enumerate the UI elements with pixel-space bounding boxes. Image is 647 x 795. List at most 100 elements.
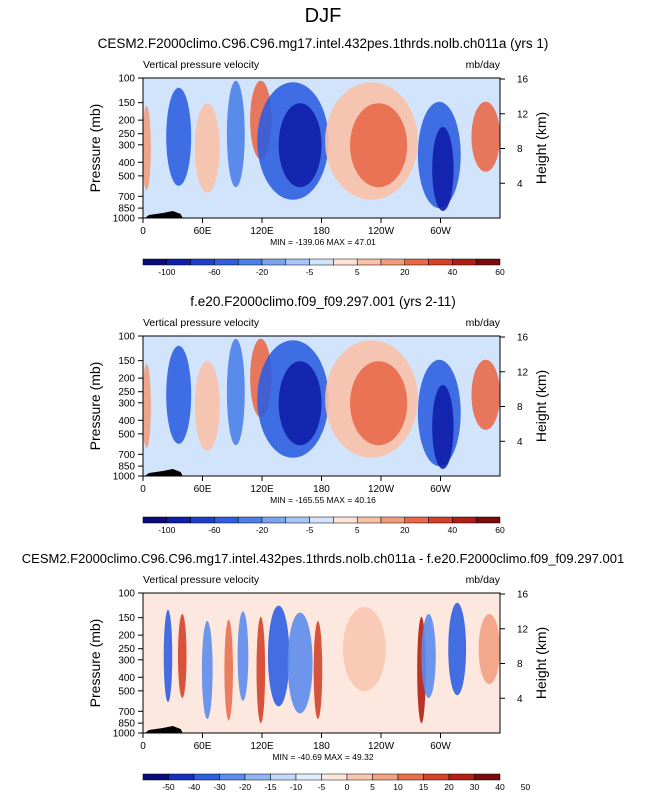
colorbar-segment: [397, 773, 424, 781]
y-tick-label: 850: [118, 204, 135, 215]
heatmap-cell: [350, 361, 408, 446]
panel-left-label: Vertical pressure velocity: [143, 574, 260, 586]
x-tick-label: 120E: [250, 484, 274, 495]
y-right-tick-label: 16: [517, 75, 529, 86]
colorbar-label: 15: [419, 782, 429, 792]
colorbar-segment: [190, 258, 215, 266]
y-tick-label: 250: [118, 644, 135, 655]
heatmap-cell: [432, 385, 454, 469]
panel-title: CESM2.F2000climo.C96.C96.mg17.intel.432p…: [98, 36, 549, 51]
colorbar-segment: [214, 516, 239, 524]
y-right-tick-label: 8: [517, 659, 523, 670]
y-tick-label: 1000: [113, 214, 136, 225]
colorbar-label: 10: [393, 782, 403, 792]
y-tick-label: 850: [118, 719, 135, 730]
x-tick-label: 180: [313, 226, 330, 237]
heatmap-cell: [143, 364, 151, 448]
panel-3: CESM2.F2000climo.C96.C96.mg17.intel.432p…: [22, 551, 624, 792]
colorbar-segment: [474, 773, 501, 781]
y-tick-label: 150: [118, 98, 135, 109]
min-max-label: MIN = -139.06 MAX = 47.01: [270, 237, 376, 247]
y-tick-label: 150: [118, 613, 135, 624]
colorbar-segment: [356, 258, 382, 266]
x-tick-label: 60E: [194, 484, 212, 495]
heatmap-cell: [194, 361, 220, 451]
y-tick-label: 100: [118, 589, 135, 600]
heatmap-cell: [166, 87, 192, 186]
colorbar-segment: [404, 516, 429, 524]
colorbar-label: -10: [290, 782, 303, 792]
colorbar-label: -5: [318, 782, 326, 792]
heatmap-cell: [432, 127, 454, 211]
heatmap-cell: [177, 614, 187, 698]
colorbar-segment: [270, 773, 297, 781]
heatmap-cell: [237, 611, 249, 701]
y-tick-label: 500: [118, 429, 135, 440]
y-right-axis-label: Height (km): [533, 370, 549, 442]
colorbar-segment: [452, 516, 477, 524]
colorbar-label: 60: [495, 525, 505, 535]
heatmap-cell: [287, 612, 313, 714]
y-tick-label: 200: [118, 116, 135, 127]
y-right-tick-label: 12: [517, 624, 529, 635]
y-right-tick-label: 12: [517, 109, 529, 120]
colorbar-segment: [321, 773, 348, 781]
x-tick-label: 120W: [368, 484, 395, 495]
colorbar-segment: [380, 258, 406, 266]
colorbar-label: 40: [448, 267, 458, 277]
y-tick-label: 700: [118, 450, 135, 461]
heatmap-cell: [224, 619, 233, 721]
colorbar-label: 5: [370, 782, 375, 792]
x-tick-label: 60W: [430, 484, 451, 495]
y-right-tick-label: 16: [517, 590, 529, 601]
min-max-label: MIN = -40.69 MAX = 49.32: [272, 752, 373, 762]
colorbar-label: 20: [400, 525, 410, 535]
colorbar-segment: [333, 516, 358, 524]
x-tick-label: 60E: [194, 226, 212, 237]
heatmap-cell: [350, 103, 408, 188]
y-right-tick-label: 12: [517, 367, 529, 378]
colorbar-label: -100: [158, 267, 175, 277]
colorbar-segment: [333, 258, 358, 266]
y-axis-label: Pressure (mb): [87, 619, 103, 708]
y-tick-label: 100: [118, 332, 135, 343]
colorbar-segment: [237, 516, 263, 524]
colorbar-label: 50: [521, 782, 531, 792]
heatmap-cell: [201, 621, 213, 719]
x-tick-label: 0: [140, 484, 146, 495]
colorbar-segment: [261, 516, 287, 524]
y-right-tick-label: 16: [517, 333, 529, 344]
colorbar-segment: [380, 516, 406, 524]
y-tick-label: 1000: [113, 729, 136, 740]
y-right-tick-label: 4: [517, 437, 523, 448]
colorbar-segment: [423, 773, 450, 781]
x-tick-label: 60W: [430, 741, 451, 752]
heatmap-cell: [313, 621, 323, 719]
y-tick-label: 400: [118, 158, 135, 169]
x-tick-label: 120W: [368, 226, 395, 237]
min-max-label: MIN = -165.55 MAX = 40.16: [270, 495, 376, 505]
y-tick-label: 250: [118, 387, 135, 398]
heatmap-cell: [256, 616, 266, 724]
y-tick-label: 200: [118, 631, 135, 642]
y-tick-label: 500: [118, 171, 135, 182]
y-tick-label: 300: [118, 140, 135, 151]
x-tick-label: 120W: [368, 741, 395, 752]
colorbar-segment: [404, 258, 429, 266]
heatmap-field: [143, 78, 500, 218]
heatmap-cell: [166, 345, 192, 444]
heatmap-cell: [267, 605, 290, 707]
x-tick-label: 60E: [194, 741, 212, 752]
panel-units-label: mb/day: [466, 574, 501, 586]
y-axis-label: Pressure (mb): [87, 104, 103, 193]
colorbar-segment: [309, 516, 334, 524]
y-tick-label: 700: [118, 707, 135, 718]
y-tick-label: 500: [118, 686, 135, 697]
colorbar-label: -50: [162, 782, 175, 792]
colorbar-segment: [346, 773, 373, 781]
colorbar-segment: [244, 773, 271, 781]
colorbar-label: -20: [256, 267, 269, 277]
topography-mask: [144, 469, 183, 476]
colorbar-segment: [142, 258, 168, 266]
colorbar-label: -100: [158, 525, 175, 535]
